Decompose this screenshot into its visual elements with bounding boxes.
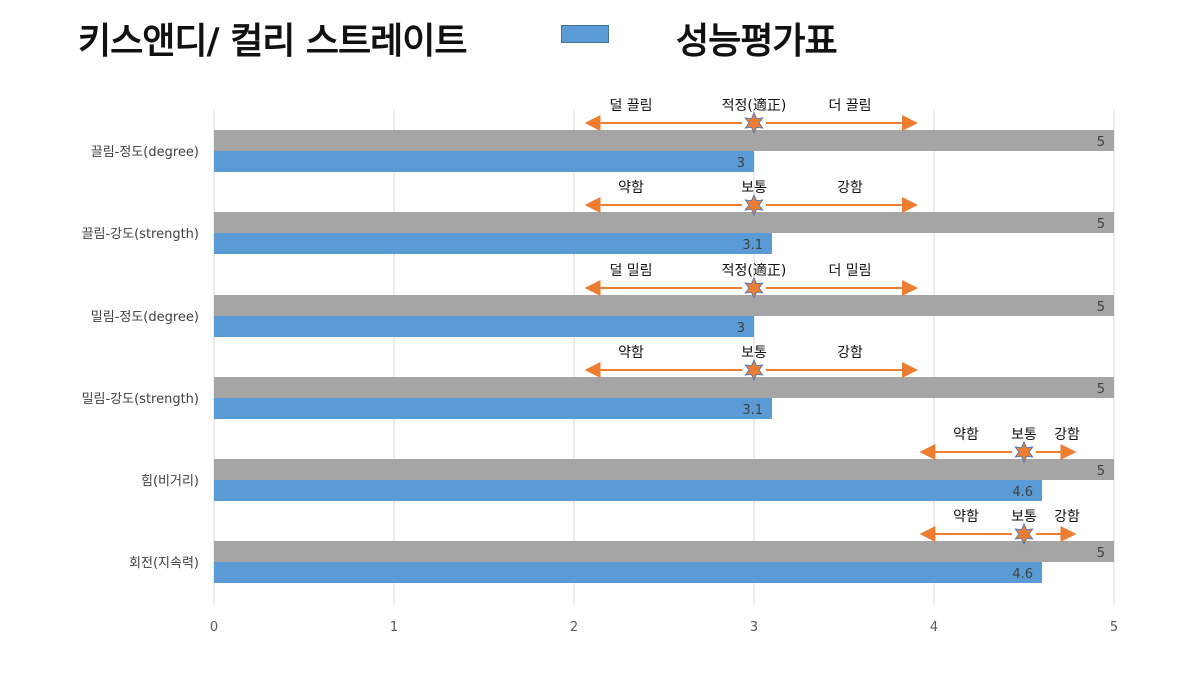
reference-bar — [214, 130, 1114, 151]
category-label: 끌림-정도(degree) — [91, 145, 199, 160]
x-tick-label: 0 — [210, 620, 218, 635]
reference-bar — [214, 295, 1114, 316]
score-data-label: 3.1 — [742, 403, 763, 418]
star-marker — [744, 358, 764, 382]
score-data-label: 4.6 — [1012, 567, 1033, 582]
score-data-label: 3.1 — [742, 238, 763, 253]
annotation-right-label: 강함 — [1054, 509, 1080, 525]
x-tick-label: 4 — [930, 620, 938, 635]
score-data-label: 3 — [737, 321, 745, 336]
reference-data-label: 5 — [1097, 382, 1105, 397]
annotation-right-label: 강함 — [1054, 427, 1080, 443]
reference-bar — [214, 459, 1114, 480]
category-label: 힘(비거리) — [141, 474, 199, 489]
annotation-right-label: 강함 — [837, 180, 863, 196]
legend-swatch — [561, 25, 609, 43]
score-data-label: 4.6 — [1012, 485, 1033, 500]
annotation-left-label: 약함 — [953, 509, 979, 525]
score-bar — [214, 562, 1042, 583]
annotation-right-label: 더 끌림 — [828, 98, 871, 114]
annotation-center-label: 보통 — [1011, 509, 1037, 525]
category-label: 밀림-강도(strength) — [82, 392, 199, 407]
annotation-center-label: 적정(適正) — [722, 97, 787, 114]
score-data-label: 3 — [737, 156, 745, 171]
star-marker — [744, 193, 764, 217]
category-label: 끌림-강도(strength) — [82, 227, 199, 242]
legend-label: 성능평가표 — [676, 21, 838, 62]
annotation-left-label: 약함 — [953, 427, 979, 443]
star-marker — [1014, 440, 1034, 464]
annotation-right-label: 강함 — [837, 345, 863, 361]
reference-data-label: 5 — [1097, 135, 1105, 150]
score-bar — [214, 398, 772, 419]
annotation-center-label: 보통 — [1011, 427, 1037, 443]
x-tick-label: 1 — [390, 620, 398, 635]
star-marker — [1014, 522, 1034, 546]
annotation-left-label: 약함 — [618, 345, 644, 361]
x-tick-label: 2 — [570, 620, 578, 635]
x-tick-label: 5 — [1110, 620, 1118, 635]
annotation-left-label: 덜 끌림 — [609, 98, 652, 114]
star-marker — [744, 276, 764, 300]
category-label: 밀림-정도(degree) — [91, 310, 199, 325]
x-tick-label: 3 — [750, 620, 758, 635]
score-bar — [214, 316, 754, 337]
annotation-left-label: 약함 — [618, 180, 644, 196]
reference-bar — [214, 212, 1114, 233]
reference-data-label: 5 — [1097, 217, 1105, 232]
annotation-left-label: 덜 밀림 — [609, 263, 652, 279]
category-label: 회전(지속력) — [129, 556, 199, 571]
reference-bar — [214, 541, 1114, 562]
star-marker — [744, 111, 764, 135]
score-bar — [214, 151, 754, 172]
annotation-center-label: 보통 — [741, 180, 767, 196]
annotation-right-label: 더 밀림 — [828, 263, 871, 279]
chart-title: 키스앤디/ 컬리 스트레이트 — [78, 21, 468, 62]
score-bar — [214, 480, 1042, 501]
reference-data-label: 5 — [1097, 300, 1105, 315]
reference-bar — [214, 377, 1114, 398]
annotation-center-label: 적정(適正) — [722, 262, 787, 279]
annotation-center-label: 보통 — [741, 345, 767, 361]
reference-data-label: 5 — [1097, 546, 1105, 561]
score-bar — [214, 233, 772, 254]
reference-data-label: 5 — [1097, 464, 1105, 479]
